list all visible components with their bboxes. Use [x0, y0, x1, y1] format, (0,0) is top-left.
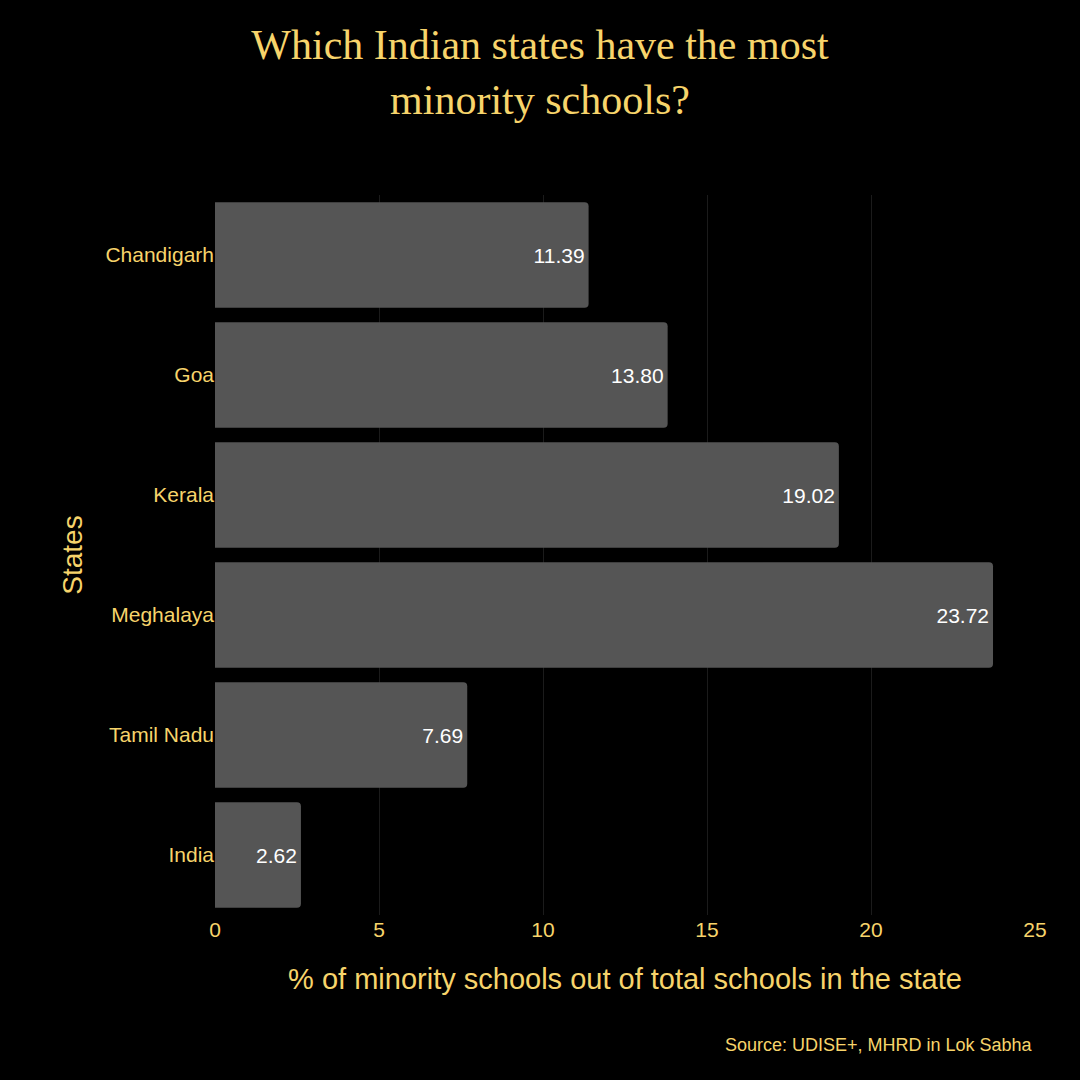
svg-text:15: 15 [695, 918, 718, 941]
svg-text:Source: UDISE+, MHRD in Lok Sa: Source: UDISE+, MHRD in Lok Sabha [725, 1035, 1033, 1055]
svg-text:Tamil Nadu: Tamil Nadu [109, 723, 214, 746]
svg-text:% of minority schools out of t: % of minority schools out of total schoo… [288, 963, 962, 995]
svg-text:11.39: 11.39 [534, 244, 585, 267]
svg-text:20: 20 [859, 918, 882, 941]
svg-text:States: States [57, 515, 88, 594]
svg-text:Meghalaya: Meghalaya [111, 603, 214, 626]
svg-text:Kerala: Kerala [153, 483, 214, 506]
svg-text:25: 25 [1023, 918, 1046, 941]
svg-text:13.80: 13.80 [611, 364, 664, 387]
svg-text:7.69: 7.69 [422, 724, 463, 747]
svg-text:Chandigarh: Chandigarh [105, 243, 214, 266]
svg-text:2.62: 2.62 [256, 844, 297, 867]
svg-text:India: India [168, 843, 214, 866]
svg-text:10: 10 [531, 918, 554, 941]
svg-text:Which Indian states have the m: Which Indian states have the mostminorit… [251, 22, 829, 123]
svg-text:0: 0 [209, 918, 221, 941]
svg-text:19.02: 19.02 [782, 484, 835, 507]
svg-text:Goa: Goa [174, 363, 214, 386]
svg-text:5: 5 [373, 918, 385, 941]
svg-text:23.72: 23.72 [936, 604, 989, 627]
